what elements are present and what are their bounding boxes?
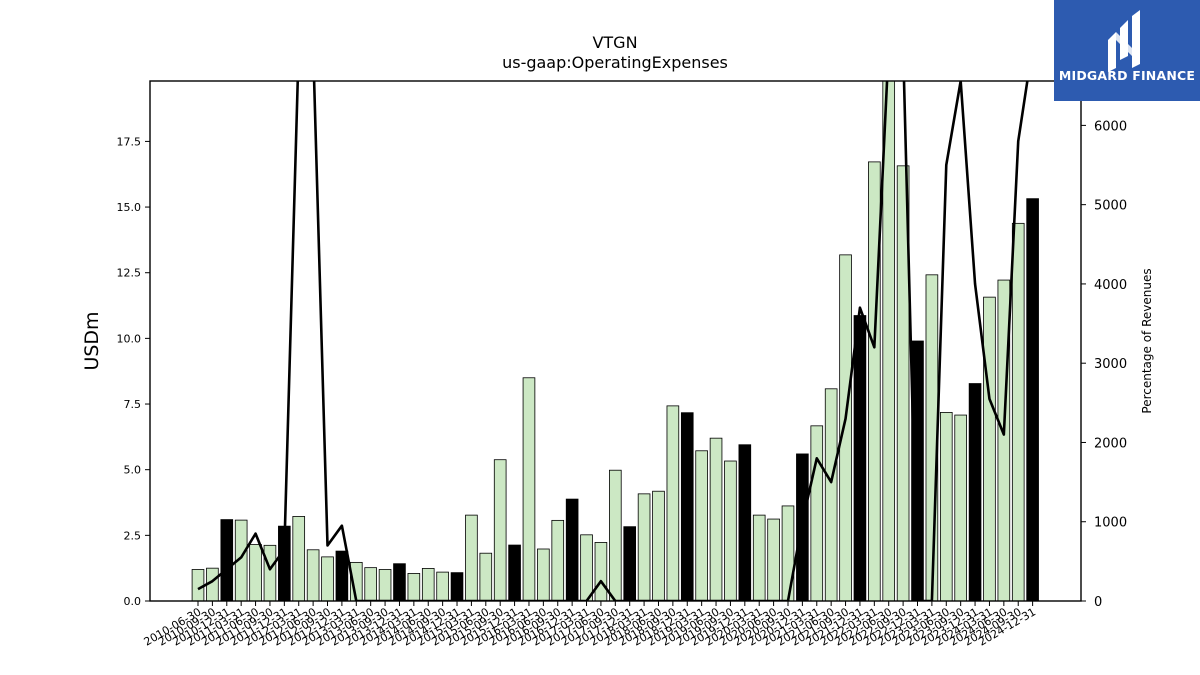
y2-tick-label: 0 xyxy=(1094,595,1102,610)
bar xyxy=(738,444,752,602)
y-tick-label: 2.5 xyxy=(124,529,142,542)
chart-title: VTGN xyxy=(592,33,637,52)
y2-tick-label: 1000 xyxy=(1094,516,1127,531)
bar xyxy=(709,437,723,602)
bar xyxy=(522,377,536,602)
bar xyxy=(666,405,680,602)
bar xyxy=(824,388,838,602)
bar xyxy=(306,549,320,602)
bar xyxy=(1026,198,1039,602)
bar xyxy=(537,548,550,602)
bar xyxy=(695,450,708,602)
bar xyxy=(263,544,277,602)
axes-group: 0.0 2.5 5.0 7.5 10.0 12.5 15.0 17.5 0 1000 2000 300… xyxy=(117,80,1127,649)
line-series-pct-revenues xyxy=(197,81,1029,601)
bar xyxy=(839,254,852,602)
bar xyxy=(191,569,205,602)
y-tick-label: 5.0 xyxy=(124,464,142,477)
y2-tick-label: 2000 xyxy=(1094,436,1127,451)
bar xyxy=(551,519,565,602)
y2-tick-label: 5000 xyxy=(1094,199,1127,214)
bar xyxy=(321,556,334,602)
bar xyxy=(479,552,493,602)
bar xyxy=(724,460,737,602)
bar xyxy=(983,296,996,602)
bar xyxy=(508,544,521,602)
y-tick-label: 7.5 xyxy=(124,398,142,411)
bar xyxy=(450,572,464,602)
y2-tick-label: 3000 xyxy=(1094,357,1127,372)
bar xyxy=(292,516,306,602)
bar xyxy=(378,569,392,602)
bar xyxy=(220,519,234,602)
bar xyxy=(623,526,636,602)
bar xyxy=(249,544,262,602)
y-tick-label: 12.5 xyxy=(117,267,142,280)
bar xyxy=(609,469,622,602)
bar xyxy=(781,505,795,602)
bar xyxy=(810,425,824,602)
chart-subtitle: us-gaap:OperatingExpenses xyxy=(502,53,728,72)
bar xyxy=(335,550,349,602)
line-group xyxy=(197,81,1029,601)
bar xyxy=(364,567,377,602)
y-tick-label: 0.0 xyxy=(124,595,142,608)
bar xyxy=(580,534,593,602)
bar xyxy=(565,498,579,602)
bar xyxy=(752,514,766,602)
bar xyxy=(407,573,421,602)
bar xyxy=(968,383,982,602)
y2-tick-label: 6000 xyxy=(1094,119,1127,134)
bar xyxy=(421,568,435,602)
y2-axis-label: Percentage of Revenues xyxy=(1140,268,1154,413)
bar xyxy=(436,571,449,602)
bar xyxy=(767,518,780,602)
y2-tick-label: 4000 xyxy=(1094,278,1127,293)
bar xyxy=(954,414,967,602)
logo-mark-icon xyxy=(1108,10,1140,72)
y-tick-label: 17.5 xyxy=(117,135,142,148)
y-tick-label: 10.0 xyxy=(117,332,142,345)
logo-text: MIDGARD FINANCE xyxy=(1058,68,1196,83)
bar xyxy=(652,490,665,602)
brand-logo: MIDGARD FINANCE xyxy=(1054,0,1200,101)
bar xyxy=(1011,222,1025,602)
bar xyxy=(853,315,867,602)
y-tick-label: 15.0 xyxy=(117,201,142,214)
bar xyxy=(594,542,608,602)
bar xyxy=(637,493,651,602)
y-axis-label: USDm xyxy=(81,311,103,370)
bar xyxy=(939,412,953,602)
bar xyxy=(493,459,507,602)
bar xyxy=(465,514,478,602)
bar xyxy=(393,563,406,602)
bar xyxy=(868,161,881,602)
bar xyxy=(680,412,694,602)
